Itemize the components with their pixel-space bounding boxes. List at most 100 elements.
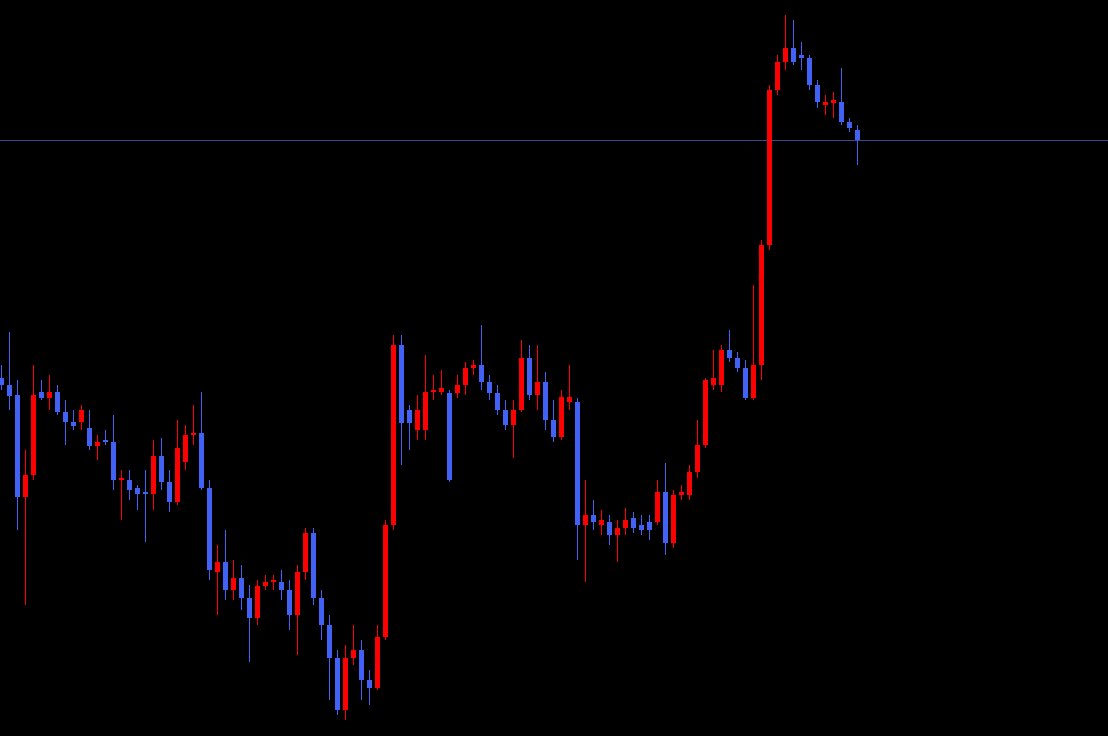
candle-body: [599, 520, 604, 525]
candle-body: [359, 650, 364, 680]
candle-body: [135, 488, 140, 494]
candle-body: [631, 518, 636, 528]
candle-body: [551, 420, 556, 437]
candle-body: [655, 492, 660, 522]
candle-body: [543, 382, 548, 420]
candle-body: [71, 422, 76, 426]
candle-body: [255, 586, 260, 618]
candle-body: [479, 365, 484, 382]
candle-body: [247, 598, 252, 618]
candle-body: [799, 55, 804, 58]
candle-body: [23, 475, 28, 497]
candle-body: [703, 380, 708, 445]
candle-body: [119, 478, 124, 480]
candle-body: [759, 245, 764, 365]
candle-body: [63, 412, 68, 422]
candle-body: [671, 495, 676, 543]
candle-body: [239, 578, 244, 598]
candle-body: [311, 533, 316, 598]
candle-body: [327, 625, 332, 658]
candle-body: [639, 525, 644, 530]
candle-body: [167, 482, 172, 502]
candle-body: [399, 345, 404, 423]
candle-body: [447, 393, 452, 480]
candle-body: [727, 350, 732, 358]
candle-body: [15, 395, 20, 497]
candle-body: [287, 590, 292, 615]
candle-body: [463, 368, 468, 385]
candle-body: [111, 442, 116, 480]
candle-body: [719, 350, 724, 385]
candle-body: [223, 562, 228, 590]
candle-body: [663, 492, 668, 543]
candle-body: [375, 637, 380, 688]
candle-body: [183, 435, 188, 462]
candle-body: [383, 525, 388, 637]
candle-body: [319, 598, 324, 625]
candle-body: [367, 680, 372, 688]
candle-body: [623, 520, 628, 528]
candle-body: [79, 410, 84, 422]
candle-body: [687, 472, 692, 495]
candle-body: [831, 100, 836, 103]
candle-body: [175, 448, 180, 502]
candle-body: [303, 533, 308, 572]
candle-body: [295, 572, 300, 615]
candle-body: [711, 378, 716, 385]
candle-body: [847, 122, 852, 128]
candle-body: [199, 433, 204, 488]
candle-body: [271, 580, 276, 582]
candle-body: [263, 582, 268, 586]
candle-body: [143, 492, 148, 494]
candle-body: [127, 480, 132, 490]
candle-body: [575, 402, 580, 525]
candle-body: [431, 390, 436, 392]
candle-body: [47, 392, 52, 398]
candle-body: [495, 393, 500, 410]
candle-body: [527, 358, 532, 395]
candle-body: [535, 382, 540, 395]
candle-body: [775, 62, 780, 90]
candle-body: [335, 658, 340, 710]
candle-body: [607, 522, 612, 535]
candle-body: [351, 650, 356, 658]
candle-body: [695, 445, 700, 472]
candle-body: [31, 395, 36, 475]
candle-body: [647, 522, 652, 530]
candle-body: [455, 385, 460, 393]
candle-body: [0, 378, 4, 385]
candle-body: [215, 562, 220, 572]
candle-body: [559, 397, 564, 437]
candle-body: [855, 130, 860, 140]
candle-body: [95, 442, 100, 446]
candle-body: [343, 658, 348, 710]
candle-body: [103, 440, 108, 442]
candle-body: [415, 410, 420, 430]
candle-body: [567, 397, 572, 402]
candle-body: [151, 456, 156, 494]
candle-body: [407, 410, 412, 423]
candle-body: [735, 358, 740, 368]
candle-body: [207, 488, 212, 570]
candle-body: [807, 58, 812, 85]
candle-body: [511, 410, 516, 425]
candle-body: [615, 528, 620, 535]
candle-body: [791, 48, 796, 62]
candle-body: [519, 358, 524, 410]
candle-body: [87, 428, 92, 446]
candle-body: [423, 392, 428, 430]
candle-body: [231, 578, 236, 590]
candle-body: [471, 365, 476, 368]
candle-body: [839, 102, 844, 122]
candle-body: [439, 388, 444, 392]
candle-body: [279, 582, 284, 590]
candle-body: [55, 392, 60, 412]
candle-body: [783, 48, 788, 62]
candle-body: [823, 102, 828, 105]
candle-body: [751, 365, 756, 398]
candle-body: [391, 345, 396, 525]
candle-body: [7, 385, 12, 396]
